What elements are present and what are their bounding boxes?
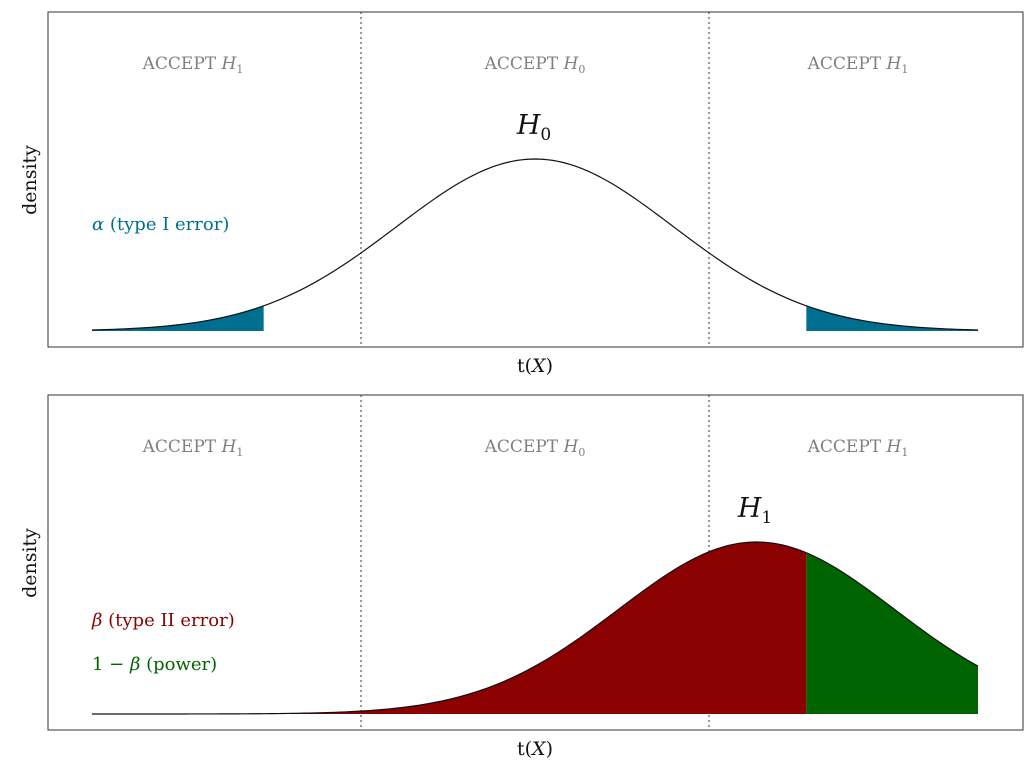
- region-label-center: ACCEPT H0: [484, 437, 586, 459]
- power-annotation: 1 − β (power): [92, 654, 217, 675]
- alpha-area-right: [806, 306, 978, 331]
- beta-area: [264, 542, 807, 714]
- region-label-left: ACCEPT H1: [142, 437, 244, 459]
- panel-h1: ACCEPT H1 ACCEPT H0 ACCEPT H1 H1 β (type…: [19, 395, 1023, 760]
- h1-curve-label: H1: [737, 493, 772, 528]
- alpha-area-left: [92, 306, 264, 331]
- x-axis-label: t(X): [517, 355, 553, 377]
- h0-density-curve: [92, 159, 978, 330]
- y-axis-label: density: [19, 528, 41, 598]
- panel-h0: ACCEPT H1 ACCEPT H0 ACCEPT H1 H0 α (type…: [19, 12, 1023, 377]
- region-label-right: ACCEPT H1: [807, 437, 909, 459]
- region-label-center: ACCEPT H0: [484, 54, 586, 76]
- beta-annotation: β (type II error): [91, 610, 235, 631]
- alpha-annotation: α (type I error): [92, 214, 229, 235]
- h0-curve-label: H0: [516, 110, 551, 145]
- power-area: [806, 553, 978, 714]
- x-axis-label: t(X): [517, 738, 553, 760]
- region-label-left: ACCEPT H1: [142, 54, 244, 76]
- y-axis-label: density: [19, 145, 41, 215]
- region-label-right: ACCEPT H1: [807, 54, 909, 76]
